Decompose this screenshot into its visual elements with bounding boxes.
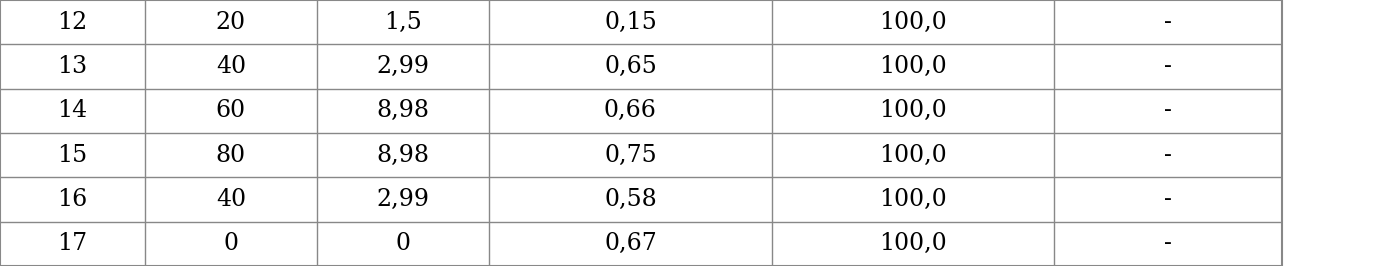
- Text: 0: 0: [395, 232, 411, 255]
- Text: 100,0: 100,0: [879, 188, 947, 211]
- Text: 2,99: 2,99: [376, 188, 430, 211]
- Text: -: -: [1164, 55, 1171, 78]
- Text: 12: 12: [58, 11, 87, 34]
- Text: 8,98: 8,98: [376, 144, 430, 167]
- Text: 1,5: 1,5: [384, 11, 422, 34]
- Text: 20: 20: [216, 11, 245, 34]
- Text: 0,58: 0,58: [604, 188, 657, 211]
- Text: 100,0: 100,0: [879, 11, 947, 34]
- Text: 16: 16: [58, 188, 87, 211]
- Text: 60: 60: [216, 99, 245, 122]
- Text: 100,0: 100,0: [879, 232, 947, 255]
- Text: 0,67: 0,67: [604, 232, 657, 255]
- Text: 100,0: 100,0: [879, 55, 947, 78]
- Text: 15: 15: [58, 144, 87, 167]
- Text: 14: 14: [58, 99, 87, 122]
- Text: 0,15: 0,15: [604, 11, 657, 34]
- Text: -: -: [1164, 99, 1171, 122]
- Text: 0,65: 0,65: [604, 55, 657, 78]
- Text: 80: 80: [216, 144, 245, 167]
- Text: 8,98: 8,98: [376, 99, 430, 122]
- Text: 40: 40: [216, 55, 245, 78]
- Text: 13: 13: [58, 55, 87, 78]
- Text: 0: 0: [223, 232, 238, 255]
- Text: 100,0: 100,0: [879, 99, 947, 122]
- Text: 2,99: 2,99: [376, 55, 430, 78]
- Text: -: -: [1164, 144, 1171, 167]
- Text: -: -: [1164, 232, 1171, 255]
- Text: 17: 17: [58, 232, 87, 255]
- Text: -: -: [1164, 188, 1171, 211]
- Text: 0,75: 0,75: [604, 144, 657, 167]
- Text: 40: 40: [216, 188, 245, 211]
- Text: 0,66: 0,66: [604, 99, 657, 122]
- Text: 100,0: 100,0: [879, 144, 947, 167]
- Text: -: -: [1164, 11, 1171, 34]
